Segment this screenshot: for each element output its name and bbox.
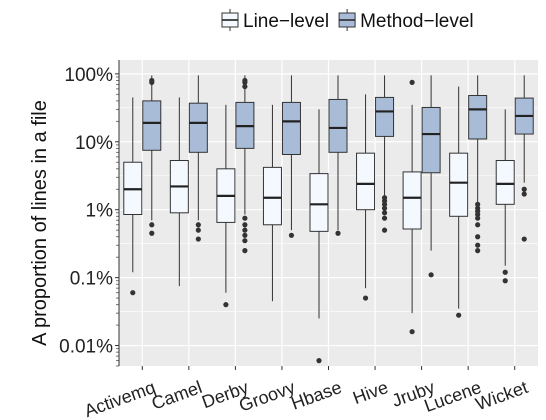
box-wicket-line-level — [495, 109, 515, 284]
box-hbase-method-level — [328, 75, 348, 236]
outlier-point — [475, 201, 481, 207]
iqr-box — [356, 152, 376, 211]
outlier-point — [335, 230, 341, 236]
y-tick-label: 10% — [75, 133, 113, 154]
outlier-point — [288, 232, 295, 238]
legend-label: Method−level — [360, 11, 474, 32]
x-tick-label: Hive — [350, 377, 391, 408]
x-tick-label: Wicket — [473, 377, 531, 414]
iqr-box — [421, 106, 441, 174]
outlier-point — [316, 358, 322, 364]
outlier-point — [195, 222, 201, 228]
box-derby-line-level — [216, 104, 236, 308]
outlier-point — [381, 201, 388, 207]
outlier-point — [195, 227, 201, 233]
outlier-point — [130, 290, 136, 296]
iqr-box — [309, 173, 329, 232]
boxes — [123, 75, 534, 364]
iqr-box — [449, 152, 469, 217]
x-tick-label: Activemq — [82, 377, 158, 420]
legend: Line−level Method−level — [221, 9, 474, 32]
iqr-box — [402, 171, 422, 230]
outlier-point — [242, 248, 248, 254]
box-derby-method-level — [235, 75, 255, 254]
outlier-point — [149, 230, 155, 236]
outlier-point — [362, 295, 369, 301]
box-camel-method-level — [188, 75, 208, 242]
outlier-point — [502, 278, 508, 284]
outlier-point — [381, 227, 388, 233]
outlier-point — [475, 242, 481, 248]
outlier-point — [195, 236, 201, 242]
x-tick-label: Camel — [149, 377, 205, 414]
outlier-point — [409, 329, 415, 335]
box-hive-method-level — [375, 75, 395, 233]
iqr-box — [142, 100, 162, 151]
box-hive-line-level — [356, 94, 376, 301]
box-groovy-line-level — [262, 104, 282, 302]
outlier-point — [242, 77, 248, 84]
box-activemq-line-level — [123, 97, 143, 296]
outlier-point — [242, 238, 248, 244]
outlier-point — [521, 236, 527, 242]
outlier-point — [409, 79, 415, 85]
outlier-point — [475, 234, 481, 240]
box-groovy-method-level — [281, 75, 301, 238]
iqr-box — [262, 166, 282, 226]
box-lucene-method-level — [468, 75, 488, 254]
outlier-point — [475, 211, 481, 218]
y-axis-title: A proportion of lines in a file — [29, 100, 51, 346]
outlier-point — [242, 232, 248, 238]
box-hbase-line-level — [309, 109, 329, 364]
box-lucene-line-level — [449, 86, 469, 318]
outlier-point — [223, 302, 229, 308]
iqr-box — [468, 95, 488, 140]
outlier-point — [149, 222, 155, 228]
box-camel-line-level — [169, 97, 189, 287]
iqr-box — [281, 101, 301, 155]
x-tick-label: Hbase — [289, 377, 345, 414]
outlier-point — [475, 222, 481, 228]
iqr-box — [375, 96, 395, 137]
legend-label: Line−level — [243, 11, 329, 32]
outlier-point — [521, 186, 527, 192]
outlier-point — [242, 83, 248, 90]
box-wicket-method-level — [514, 75, 534, 242]
outlier-point — [381, 210, 388, 216]
outlier-point — [242, 227, 248, 233]
outlier-point — [456, 312, 462, 318]
iqr-box — [188, 102, 208, 153]
outlier-point — [381, 205, 388, 211]
outlier-point — [242, 215, 248, 221]
legend-item-line-level: Line−level — [221, 9, 329, 32]
outlier-point — [428, 272, 434, 278]
y-tick-label: 1% — [86, 201, 114, 222]
y-tick-label: 100% — [64, 65, 113, 86]
legend-item-method-level: Method−level — [338, 9, 474, 32]
y-tick-label: 0.1% — [70, 269, 113, 290]
outlier-point — [521, 191, 527, 197]
iqr-box — [328, 98, 348, 153]
outlier-point — [381, 215, 388, 221]
box-jruby-method-level — [421, 75, 441, 278]
y-axis: 0.01% 0.1% 1% 10% 100% — [59, 60, 120, 367]
outlier-point — [475, 215, 481, 221]
iqr-box — [495, 160, 515, 205]
outlier-point — [149, 77, 155, 84]
box-activemq-method-level — [142, 75, 162, 236]
outlier-point — [502, 269, 508, 275]
outlier-point — [475, 248, 481, 254]
box-jruby-line-level — [402, 79, 422, 335]
y-tick-label: 0.01% — [59, 337, 113, 358]
outlier-point — [242, 222, 248, 228]
